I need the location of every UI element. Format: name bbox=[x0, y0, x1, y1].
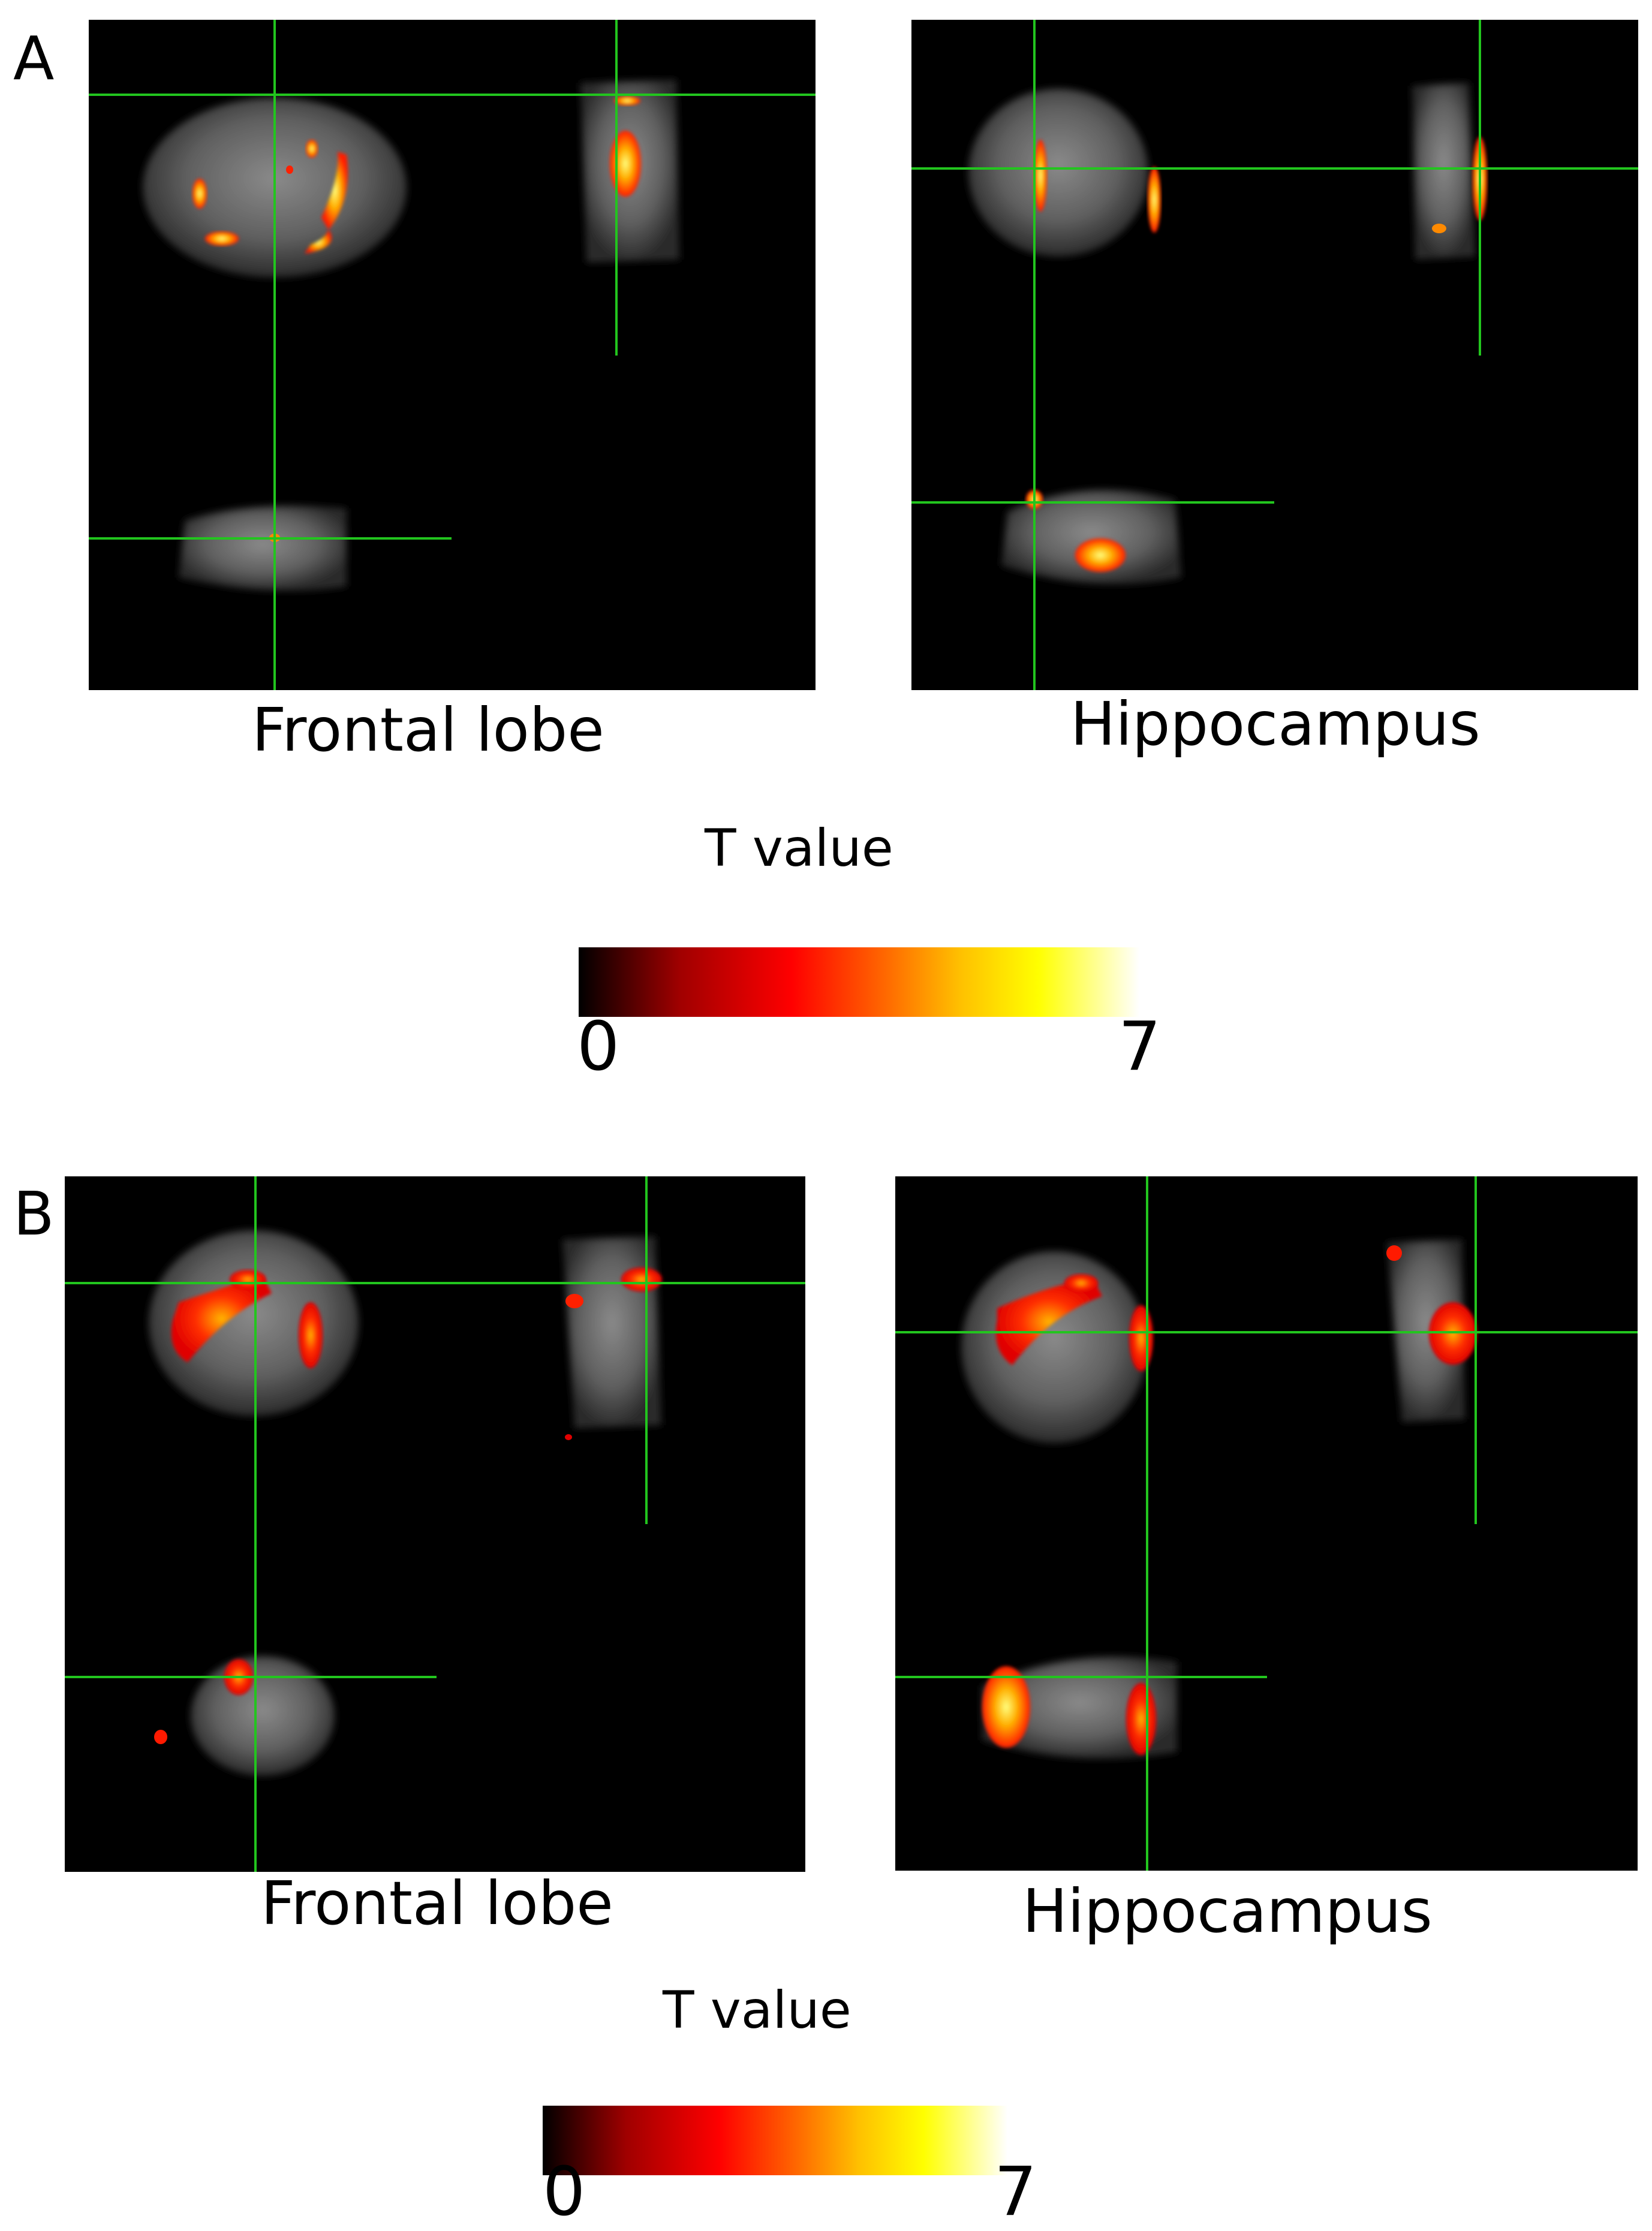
panel-b-t-value-label: T value bbox=[663, 1980, 851, 2040]
panel-b-hippocampus-caption: Hippocampus bbox=[1022, 1876, 1433, 1946]
panel-b-colorbar-max: 7 bbox=[994, 2153, 1037, 2231]
panel-a-hippocampus-slices bbox=[911, 20, 1638, 690]
panel-b-hippocampus-image bbox=[895, 1176, 1638, 1871]
panel-a-frontal-lobe-slices bbox=[89, 20, 816, 690]
panel-a-hippocampus-image bbox=[911, 20, 1638, 690]
panel-b-colorbar bbox=[543, 2106, 1007, 2175]
panel-a-t-value-label: T value bbox=[705, 818, 893, 878]
panel-b-letter: B bbox=[13, 1179, 55, 1249]
panel-b-frontal-lobe-slices bbox=[65, 1176, 805, 1872]
panel-b-hippocampus-slices bbox=[895, 1176, 1638, 1871]
panel-a-hippocampus-caption: Hippocampus bbox=[1070, 689, 1481, 759]
panel-b-frontal-lobe-image bbox=[65, 1176, 805, 1872]
panel-a-colorbar bbox=[579, 947, 1139, 1017]
panel-a-frontal-lobe-caption: Frontal lobe bbox=[252, 695, 604, 765]
panel-a-colorbar-max: 7 bbox=[1118, 1008, 1161, 1086]
panel-a-colorbar-min: 0 bbox=[577, 1008, 620, 1086]
panel-a-letter: A bbox=[13, 23, 55, 94]
panel-b-colorbar-min: 0 bbox=[543, 2153, 586, 2231]
panel-b-frontal-lobe-caption: Frontal lobe bbox=[261, 1868, 613, 1938]
panel-a-frontal-lobe-image bbox=[89, 20, 816, 690]
